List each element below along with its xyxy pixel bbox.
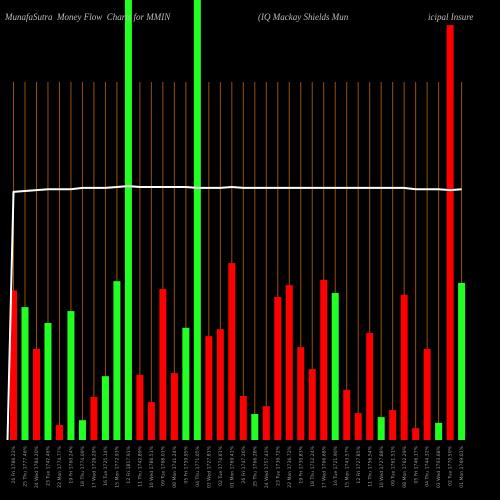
money-flow-bar: [170, 373, 178, 440]
x-tick-label: 24 Wed 1757.43%: [264, 445, 270, 488]
money-flow-bar: [435, 422, 443, 440]
x-tick-label: 11 Thu 1742.89%: [137, 445, 143, 486]
money-flow-bar: [274, 297, 282, 440]
money-flow-bar: [389, 410, 397, 440]
money-flow-bar: [10, 290, 17, 440]
money-flow-bar: [251, 414, 259, 440]
money-flow-bar: [90, 396, 98, 440]
chart-subtitle-part-2: icipal Insure: [428, 12, 474, 22]
money-flow-bar: [21, 307, 29, 440]
money-flow-bar: [297, 347, 305, 440]
x-tick-label: 16 Tue 1725.14%: [103, 445, 109, 486]
money-flow-bar: [147, 402, 155, 440]
money-flow-bar: [101, 376, 109, 440]
x-tick-label: 12 Fri 1817.91%: [126, 445, 132, 483]
x-tick-label: 16 Tue 1721.90%: [333, 445, 339, 486]
x-tick-label: 22 Mon 1774.77%: [57, 445, 63, 487]
money-flow-bar: [446, 25, 454, 441]
x-tick-label: 26 Fri 1786.23%: [11, 445, 17, 483]
money-flow-bar: [377, 417, 385, 440]
x-tick-label: 04 Thu 1771.05%: [195, 445, 201, 486]
money-flow-bar: [193, 0, 201, 440]
chart-subtitle-part-1: (IQ Mackay Shields Mun: [258, 12, 349, 22]
money-flow-bar: [423, 348, 431, 440]
money-flow-bar: [32, 348, 40, 440]
x-tick-label: 24 Wed 1784.20%: [34, 445, 40, 488]
money-flow-bar: [67, 311, 75, 440]
vertical-grid-lines: [13, 82, 463, 440]
x-tick-label: 22 Mon 1736.72%: [287, 445, 293, 487]
x-tick-label: 02 Tue 1774.61%: [218, 445, 224, 486]
money-flow-bar: [44, 322, 52, 440]
money-flow-bar: [320, 279, 328, 440]
money-flow-bar: [331, 293, 339, 440]
x-tick-label: 10 Wed 1727.88%: [379, 445, 385, 488]
money-flow-bar: [228, 263, 236, 440]
x-tick-label: 25 Thu 1777.46%: [23, 445, 29, 486]
money-flow-bar: [113, 281, 121, 440]
money-flow-bar: [308, 369, 316, 440]
money-flow-bar: [366, 333, 374, 440]
x-tick-label: 23 Tue 1736.72%: [275, 445, 281, 486]
x-tick-label: 03 Wed 1727.81%: [206, 445, 212, 488]
x-tick-label: 15 Mon 1743.57%: [344, 445, 350, 487]
x-tick-label: 15 Mon 1772.93%: [115, 445, 121, 487]
x-tick-label: 08 Mon 1762.29%: [402, 445, 408, 487]
x-tick-label: 17 Wed 1726.29%: [92, 445, 98, 488]
chart-title: MunafaSutra Money Flow Charts for MMIN: [5, 12, 171, 22]
x-tick-label: 11 Thu 1756.54%: [367, 445, 373, 486]
x-tick-label: 25 Thu 1766.28%: [252, 445, 258, 486]
x-tick-label: 23 Tue 1742.46%: [46, 445, 52, 486]
x-tick-label: 12 Fri 1727.85%: [356, 445, 362, 483]
x-tick-label: 17 Wed 1766.68%: [321, 445, 327, 488]
x-tick-label: 01 Mon 1769.41%: [229, 445, 235, 487]
money-flow-bar: [182, 327, 190, 440]
money-flow-bar: [400, 294, 408, 440]
x-tick-label: 04 Thu 1744.32%: [425, 445, 431, 486]
x-axis-tick-labels: 26 Fri 1786.23% 25 Thu 1777.46% 24 Wed 178…: [11, 445, 465, 488]
x-tick-label: 02 Tue 1770.50%: [448, 445, 454, 486]
money-flow-bar: [205, 336, 213, 440]
money-flow-bar: [78, 420, 86, 440]
money-flow-bar: [262, 406, 270, 440]
x-tick-label: 05 Fri 1759.95%: [183, 445, 189, 483]
x-tick-label: 05 Fri 1746.17%: [413, 445, 419, 483]
x-tick-label: 03 Wed 1703.68%: [436, 445, 442, 488]
x-tick-label: 10 Wed 1786.51%: [149, 445, 155, 488]
x-tick-label: 19 Fri 1730.83%: [298, 445, 304, 483]
x-tick-label: 09 Tue 1761.51%: [390, 445, 396, 486]
money-flow-bar: [124, 0, 132, 440]
x-tick-label: 09 Tue 1768.01%: [160, 445, 166, 486]
x-tick-label: 08 Mon 1741.24%: [172, 445, 178, 487]
x-tick-label: 01 Mon 1769.01%: [459, 445, 465, 487]
money-flow-bar: [216, 329, 224, 440]
x-tick-label: 18 Thu 1774.09%: [80, 445, 86, 486]
x-tick-label: 18 Thu 1712.24%: [310, 445, 316, 486]
x-tick-label: 26 Fri 1747.26%: [241, 445, 247, 483]
money-flow-bar: [55, 425, 63, 440]
money-flow-bar: [458, 282, 466, 440]
money-flow-bar: [159, 289, 167, 440]
x-tick-label: 19 Fri 1760.24%: [69, 445, 75, 483]
money-flow-bar: [239, 396, 247, 440]
money-flow-bars: [10, 0, 466, 441]
money-flow-index-line: [6, 185, 462, 441]
money-flow-bar: [343, 389, 351, 440]
money-flow-bar: [136, 374, 144, 440]
money-flow-bar: [285, 285, 293, 440]
money-flow-bar: [412, 428, 420, 440]
money-flow-bar: [354, 413, 362, 440]
